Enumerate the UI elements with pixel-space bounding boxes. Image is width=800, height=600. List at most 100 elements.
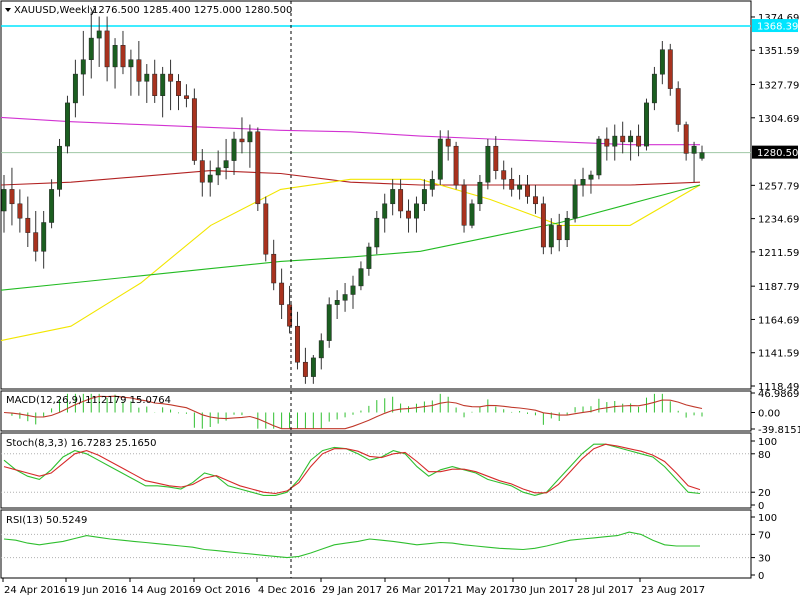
candle-bearish	[184, 95, 189, 99]
rsi-tick-label: 70	[758, 530, 771, 541]
candle-bullish	[128, 59, 134, 68]
candle-bearish	[620, 135, 626, 143]
current-price-tag-label: 1280.500	[757, 148, 800, 159]
candle-bullish	[207, 174, 213, 183]
candle-bearish	[136, 59, 142, 82]
candle-bearish	[509, 179, 515, 190]
price-tick-label: 1164.690	[758, 315, 800, 326]
candle-bullish	[112, 45, 118, 68]
candle-bearish	[453, 145, 459, 186]
price-tick-label: 1304.690	[758, 114, 800, 125]
time-tick-label: 30 Jun 2017	[514, 585, 574, 596]
candle-bullish	[644, 102, 649, 147]
main-pane-frame	[0, 0, 752, 390]
candle-bearish	[525, 184, 530, 197]
rsi-title: RSI(13) 50.5249	[6, 515, 87, 526]
candle-bearish	[683, 124, 689, 154]
stoch-signal-line	[3, 443, 701, 495]
candle-bearish	[556, 225, 562, 241]
candle-bullish	[49, 189, 55, 223]
rsi-tick-label: 0	[758, 571, 764, 582]
price-tick-label: 1374.690	[758, 13, 800, 24]
candle-bullish	[326, 304, 332, 341]
stoch-title: Stoch(8,3,3) 16.7283 25.1650	[6, 438, 157, 449]
candle-bullish	[144, 73, 150, 82]
price-tick-label: 1118.490	[758, 382, 800, 393]
candle-bearish	[9, 189, 15, 205]
candle-bearish	[199, 160, 205, 183]
symbol-dropdown-icon[interactable]	[5, 8, 11, 12]
time-tick-label: 19 Jun 2016	[67, 585, 127, 596]
price-tick-label: 1257.790	[758, 181, 800, 192]
macd-signal-line	[3, 395, 703, 430]
candle-bullish	[588, 174, 594, 180]
candle-bullish	[580, 179, 586, 186]
stoch-tick-label: 80	[758, 450, 771, 461]
time-tick-label: 14 Aug 2016	[131, 585, 195, 596]
candle-bearish	[461, 184, 467, 226]
candle-bearish	[604, 138, 610, 147]
candle-bearish	[533, 196, 538, 205]
candle-bearish	[445, 138, 451, 147]
candle-bullish	[247, 131, 253, 143]
rsi-line	[3, 531, 700, 559]
candle-bullish	[358, 268, 364, 287]
candle-bearish	[17, 203, 23, 219]
candle-bearish	[667, 49, 673, 89]
resistance-price-tag	[752, 19, 798, 33]
ohlc-values: 1276.500 1285.400 1275.000 1280.500	[92, 5, 292, 16]
candle-bearish	[255, 131, 261, 205]
candle-bullish	[596, 138, 602, 176]
macd-title: MACD(12,26,9) 11.2179 15.0764	[6, 395, 171, 406]
candle-bullish	[65, 102, 70, 147]
candle-bearish	[636, 135, 642, 147]
candle-bullish	[310, 357, 316, 377]
price-tick-label: 1141.590	[758, 349, 800, 360]
candle-bullish	[390, 189, 396, 205]
candle-bullish	[1, 189, 7, 212]
candle-bearish	[302, 361, 308, 377]
candle-bearish	[540, 203, 546, 248]
candle-bullish	[231, 138, 237, 161]
candle-bearish	[33, 232, 39, 252]
candle-bullish	[421, 189, 427, 205]
candle-bullish	[318, 340, 324, 359]
stoch-tick-label: 100	[758, 437, 777, 448]
time-tick-label: 29 Jan 2017	[322, 585, 382, 596]
price-tick-label: 1211.590	[758, 248, 800, 259]
candle-bullish	[628, 135, 634, 143]
candle-bullish	[691, 145, 697, 154]
candle-bullish	[80, 59, 86, 75]
time-tick-label: 4 Dec 2016	[258, 585, 316, 596]
moving-average-green	[0, 184, 701, 291]
price-tick-label: 1234.690	[758, 215, 800, 226]
candle-bullish	[160, 73, 166, 96]
stoch-pane	[1, 443, 751, 496]
time-tick-label: 26 Mar 2017	[386, 585, 449, 596]
candle-bearish	[675, 88, 681, 125]
candle-bullish	[414, 203, 419, 219]
stoch-tick-label: 20	[758, 488, 771, 499]
candle-bullish	[374, 217, 380, 248]
candle-bullish	[564, 217, 570, 241]
macd-tick-label: 0.00	[758, 408, 780, 419]
main-pane	[0, 12, 751, 384]
candle-bearish	[271, 253, 277, 284]
candle-bullish	[57, 145, 62, 190]
candle-bullish	[548, 225, 554, 248]
candle-bearish	[279, 282, 285, 305]
candle-bullish	[366, 246, 372, 269]
macd-tick-label: -39.8151	[758, 425, 800, 436]
candle-bearish	[263, 203, 269, 255]
candle-bearish	[104, 30, 110, 68]
candle-bullish	[382, 203, 388, 219]
candle-bullish	[437, 138, 443, 180]
time-tick-label: 28 Jul 2017	[577, 585, 634, 596]
candle-bearish	[120, 45, 126, 68]
candle-bullish	[215, 167, 221, 176]
candle-bearish	[398, 189, 404, 212]
candle-bearish	[501, 170, 507, 180]
candle-bullish	[429, 179, 435, 190]
rsi-tick-label: 30	[758, 554, 771, 565]
